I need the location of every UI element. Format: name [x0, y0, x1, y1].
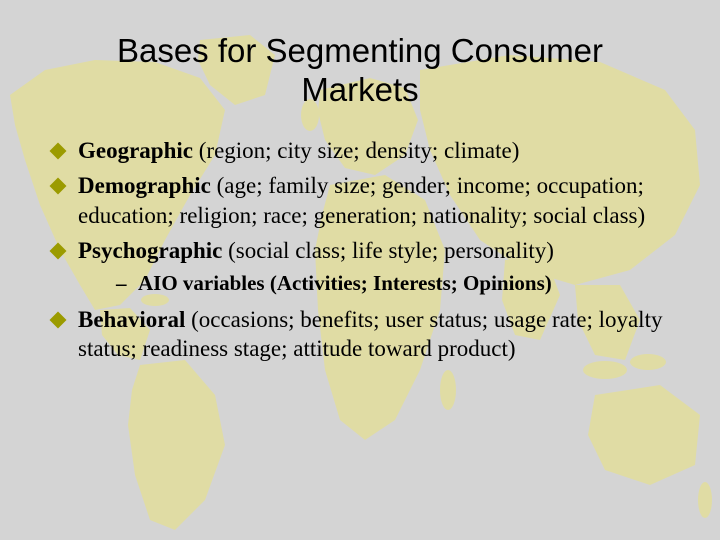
- bullet-detail: (social class; life style; personality): [222, 238, 554, 263]
- bullet-behavioral: Behavioral (occasions; benefits; user st…: [48, 305, 672, 364]
- sub-item-aio: – AIO variables (Activities; Interests; …: [78, 270, 672, 297]
- bullet-psychographic: Psychographic (social class; life style;…: [48, 236, 672, 297]
- bullet-label: Behavioral: [78, 307, 185, 332]
- bullet-label: Psychographic: [78, 238, 222, 263]
- diamond-bullet-icon: [50, 243, 67, 260]
- bullet-geographic: Geographic (region; city size; density; …: [48, 136, 672, 165]
- bullet-label: Demographic: [78, 173, 211, 198]
- slide-title: Bases for Segmenting Consumer Markets: [48, 32, 672, 110]
- bullet-demographic: Demographic (age; family size; gender; i…: [48, 171, 672, 230]
- bullet-list: Geographic (region; city size; density; …: [48, 136, 672, 364]
- diamond-bullet-icon: [50, 311, 67, 328]
- bullet-detail: (region; city size; density; climate): [193, 138, 519, 163]
- diamond-bullet-icon: [50, 178, 67, 195]
- sub-item-text: AIO variables (Activities; Interests; Op…: [138, 271, 552, 295]
- slide-content: Bases for Segmenting Consumer Markets Ge…: [0, 0, 720, 364]
- sub-list: – AIO variables (Activities; Interests; …: [78, 270, 672, 297]
- bullet-label: Geographic: [78, 138, 193, 163]
- diamond-bullet-icon: [50, 142, 67, 159]
- dash-bullet-icon: –: [116, 270, 127, 297]
